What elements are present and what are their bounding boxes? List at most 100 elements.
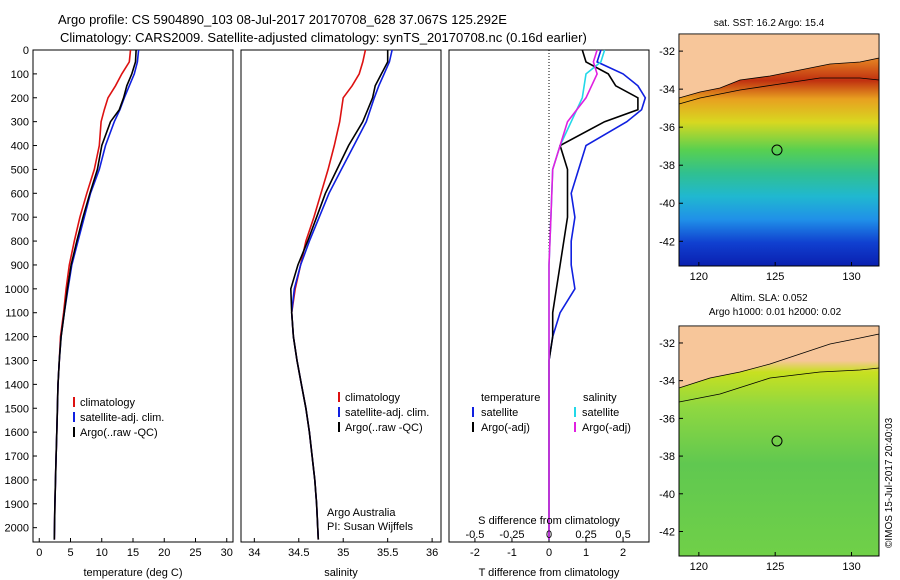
salinity-axes-frame: [240, 49, 442, 543]
contour-line: [678, 77, 880, 105]
float-marker: [771, 435, 783, 447]
x-tick-label: -2: [470, 547, 480, 559]
depth-tick-label: 1800: [5, 475, 29, 487]
temperature-xlabel: temperature (deg C): [83, 567, 182, 579]
legend-t-argo: Argo(-adj): [481, 422, 530, 434]
depth-tick-label: 1900: [5, 499, 29, 511]
sst-map: sat. SST: 16.2 Argo: 15.4 120 125 130 -32 -3…: [659, 18, 880, 283]
s-tick-label: -0.5: [465, 529, 484, 541]
difference-legend: temperature salinity satellite Argo(-adj…: [472, 392, 631, 434]
salinity-legend: climatology satellite-adj. clim. Argo(..…: [338, 392, 429, 434]
depth-tick-label: 500: [11, 164, 29, 176]
salinity-panel: 34 34.5 35 35.5 36 climatology satellite-adj…: [240, 49, 442, 579]
s-tick-label: 0.5: [615, 529, 630, 541]
x-tick-label: 5: [67, 547, 73, 559]
map-y-tick-label: -34: [659, 376, 675, 388]
credit-line-2: PI: Susan Wijffels: [327, 521, 413, 533]
float-marker: [771, 144, 783, 156]
depth-tick-label: 1200: [5, 332, 29, 344]
depth-tick-label: 1700: [5, 451, 29, 463]
series-line-climatology: [53, 49, 132, 540]
x-tick-label: 0: [546, 547, 552, 559]
sst-map-title: sat. SST: 16.2 Argo: 15.4: [714, 18, 825, 29]
map-y-tick-label: -32: [659, 46, 675, 58]
legend-climatology: climatology: [80, 397, 136, 409]
salinity-xlabel: salinity: [324, 567, 358, 579]
x-tick-label: -1: [507, 547, 517, 559]
map-y-tick-label: -38: [659, 160, 675, 172]
map-y-tick-label: -38: [659, 451, 675, 463]
series-line-argo-raw-qc-: [289, 50, 389, 540]
map-x-tick-label: 125: [766, 271, 784, 283]
x-tick-label: 35.5: [377, 547, 398, 559]
legend-temperature-heading: temperature: [481, 392, 540, 404]
series-line-satellite-adj-clim-: [290, 49, 393, 540]
depth-tick-label: 100: [11, 69, 29, 81]
x-tick-label: 20: [158, 547, 170, 559]
series-line-salinity-satellite: [548, 49, 606, 540]
series-line-argo-raw-qc-: [53, 49, 137, 540]
credit-line-1: Argo Australia: [327, 507, 396, 519]
map-x-tick-label: 120: [690, 271, 708, 283]
x-tick-label: 30: [221, 547, 233, 559]
series-line-temperature-argo-adj-: [548, 49, 639, 540]
sla-map-title-2: Argo h1000: 0.01 h2000: 0.02: [709, 307, 842, 318]
x-tick-label: 10: [96, 547, 108, 559]
depth-tick-label: 1000: [5, 284, 29, 296]
legend-climatology: climatology: [345, 392, 401, 404]
x-tick-label: 34.5: [288, 547, 309, 559]
depth-tick-label: 2000: [5, 523, 29, 535]
depth-tick-label: 1500: [5, 403, 29, 415]
x-tick-label: 2: [620, 547, 626, 559]
legend-satellite: satellite-adj. clim.: [80, 412, 164, 424]
t-difference-xlabel: T difference from climatology: [479, 567, 620, 579]
legend-satellite: satellite-adj. clim.: [345, 407, 429, 419]
s-tick-label: 0: [546, 529, 552, 541]
sla-map-title-1: Altim. SLA: 0.052: [730, 293, 808, 304]
depth-tick-label: 300: [11, 117, 29, 129]
x-tick-label: 35: [337, 547, 349, 559]
depth-tick-label: 600: [11, 188, 29, 200]
x-tick-label: 36: [426, 547, 438, 559]
map-x-tick-label: 125: [766, 561, 784, 573]
difference-panel: -2 -1 0 1 2 temperature salinity satellite A…: [448, 49, 650, 579]
x-tick-label: 1: [583, 547, 589, 559]
map-x-tick-label: 130: [842, 561, 860, 573]
x-tick-label: 0: [36, 547, 42, 559]
temperature-panel: 0100200300400500600700800900100011001200…: [5, 45, 234, 579]
map-y-tick-label: -36: [659, 122, 675, 134]
series-line-temperature-satellite: [548, 49, 647, 540]
x-tick-label: 15: [127, 547, 139, 559]
map-y-tick-label: -32: [659, 338, 675, 350]
temperature-legend: climatology satellite-adj. clim. Argo(..…: [73, 397, 164, 439]
sla-map: Altim. SLA: 0.052 Argo h1000: 0.01 h2000…: [659, 293, 880, 573]
depth-tick-label: 900: [11, 260, 29, 272]
legend-s-argo: Argo(-adj): [582, 422, 631, 434]
series-line-salinity-argo-adj-: [548, 49, 598, 540]
map-y-tick-label: -36: [659, 413, 675, 425]
profile-title: Argo profile: CS 5904890_103 08-Jul-2017…: [58, 12, 507, 27]
depth-tick-label: 200: [11, 93, 29, 105]
series-line-climatology: [290, 49, 367, 540]
land-mass: [678, 325, 880, 389]
temperature-axes-frame: [32, 49, 234, 543]
depth-tick-label: 400: [11, 141, 29, 153]
depth-tick-label: 0: [23, 45, 29, 57]
depth-tick-label: 700: [11, 212, 29, 224]
depth-tick-label: 800: [11, 236, 29, 248]
land-mass: [678, 33, 880, 99]
map-y-tick-label: -42: [659, 526, 675, 538]
climatology-title: Climatology: CARS2009. Satellite-adjuste…: [60, 30, 587, 45]
depth-tick-label: 1400: [5, 379, 29, 391]
s-difference-label: S difference from climatology: [478, 515, 620, 527]
x-tick-label: 34: [248, 547, 260, 559]
s-tick-label: 0.25: [575, 529, 596, 541]
legend-salinity-heading: salinity: [583, 392, 617, 404]
legend-s-satellite: satellite: [582, 407, 619, 419]
map-x-tick-label: 130: [842, 271, 860, 283]
s-tick-label: -0.25: [499, 529, 524, 541]
map-y-tick-label: -34: [659, 84, 675, 96]
contour-line: [678, 367, 880, 403]
map-y-tick-label: -40: [659, 489, 675, 501]
legend-argo: Argo(..raw -QC): [80, 427, 158, 439]
